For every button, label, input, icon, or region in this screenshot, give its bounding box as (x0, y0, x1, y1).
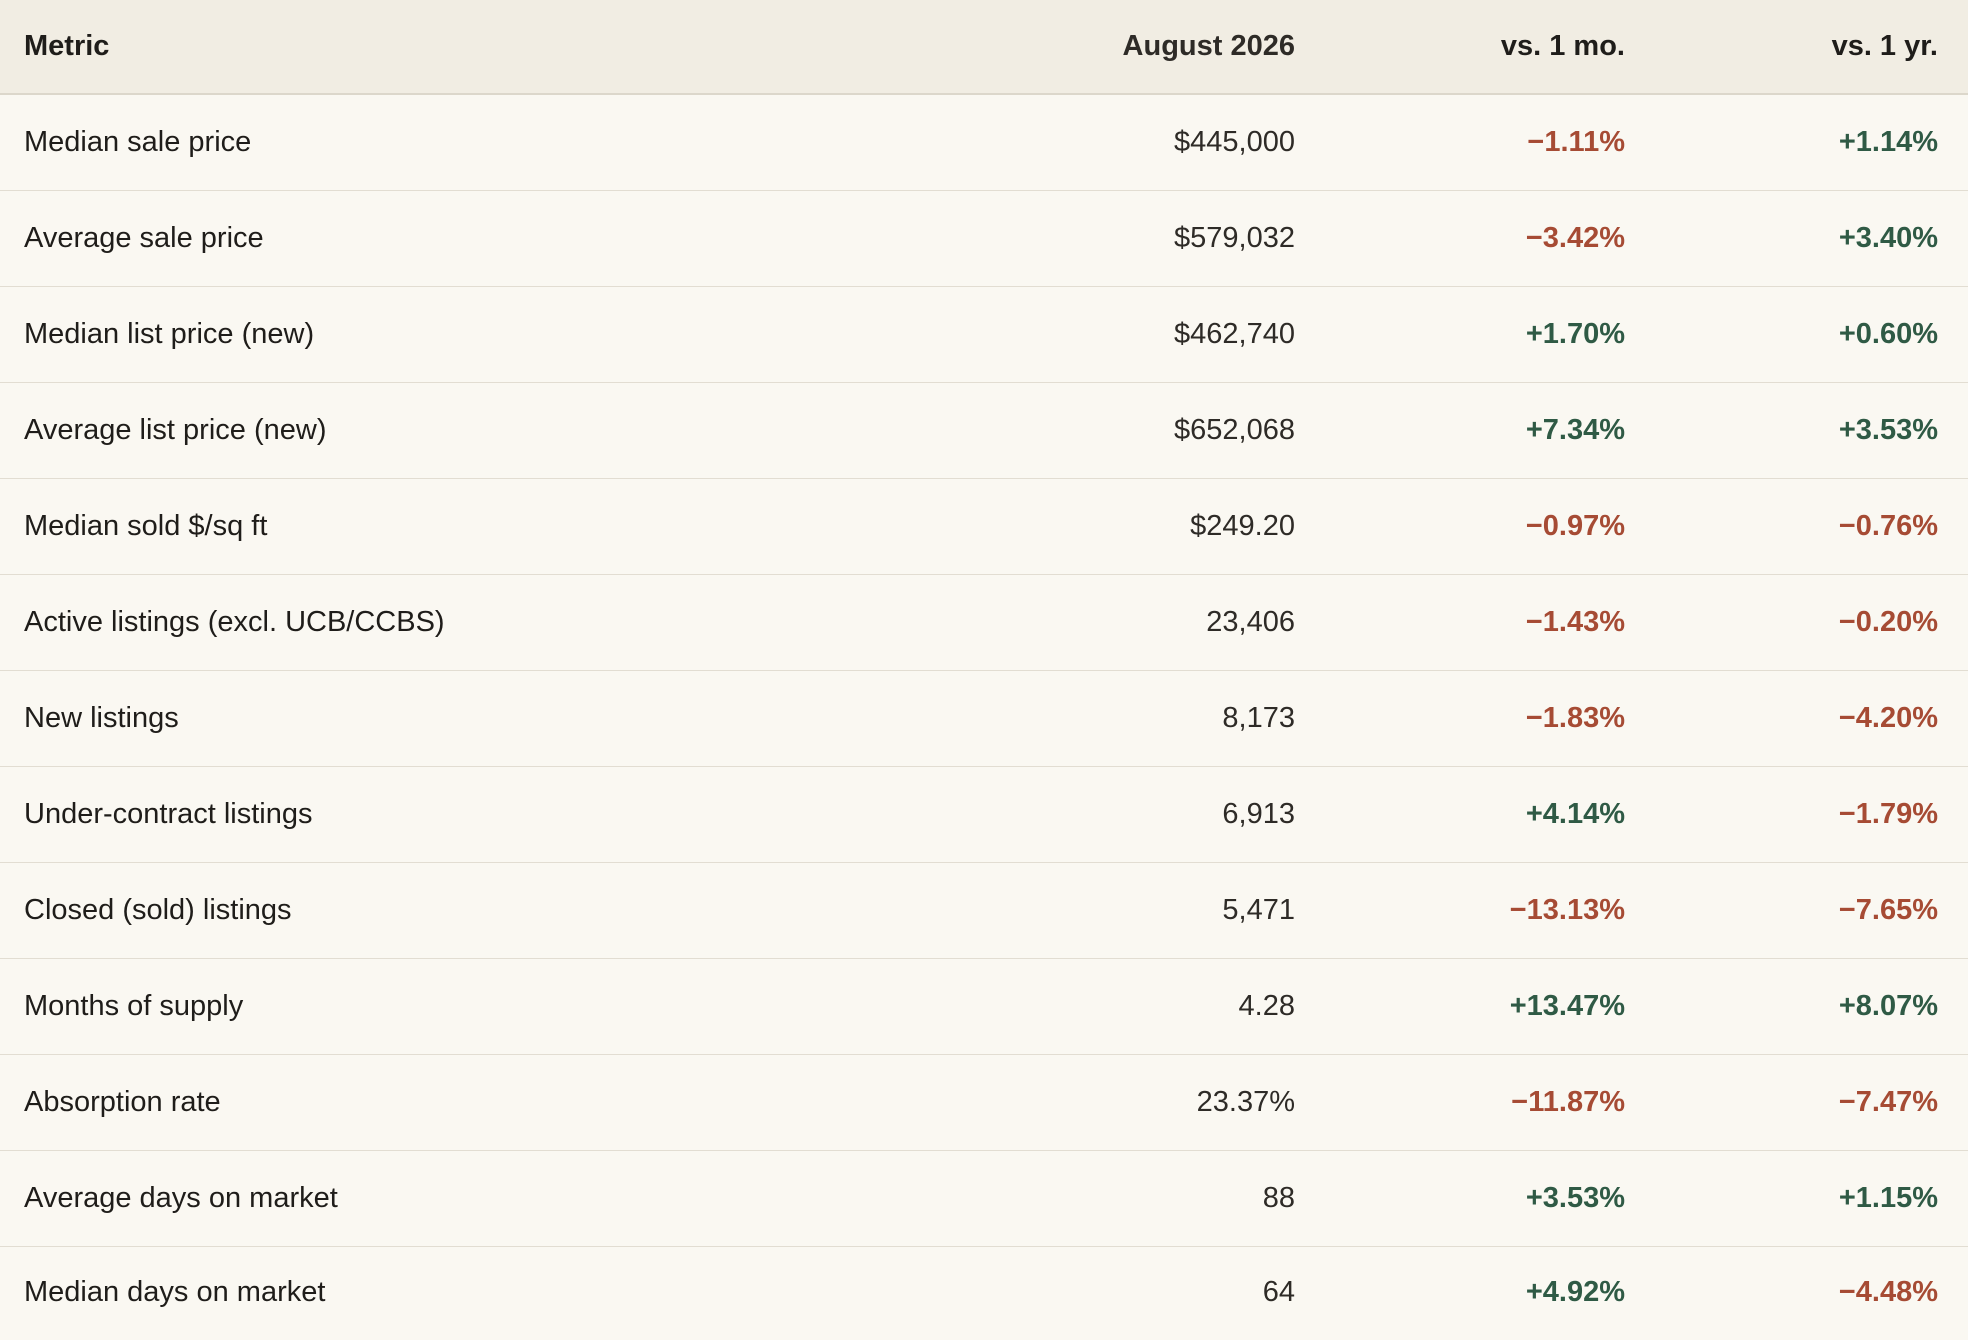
vs-year-cell: +8.07% (1838, 989, 1938, 1022)
metric-cell: Average list price (new) (24, 413, 327, 446)
vs-month-cell: +1.70% (1525, 317, 1625, 350)
vs-month-cell: −1.83% (1525, 701, 1625, 734)
value-cell: $462,740 (1174, 317, 1295, 350)
vs-month-cell: −0.97% (1525, 509, 1625, 542)
metric-cell: Median list price (new) (24, 317, 315, 350)
vs-year-cell: +0.60% (1838, 317, 1938, 350)
table-row: New listings 8,173 −1.83% −4.20% (0, 670, 1968, 766)
value-cell: 6,913 (1222, 797, 1295, 830)
vs-month-cell: −3.42% (1525, 221, 1625, 254)
vs-month-cell: +3.53% (1525, 1181, 1625, 1214)
table-row: Average days on market 88 +3.53% +1.15% (0, 1150, 1968, 1246)
metric-cell: Absorption rate (24, 1085, 221, 1118)
table-row: Median sold $/sq ft $249.20 −0.97% −0.76% (0, 478, 1968, 574)
table-row: Average list price (new) $652,068 +7.34% +3… (0, 382, 1968, 478)
vs-year-cell: +3.40% (1838, 221, 1938, 254)
table-row: Active listings (excl. UCB/CCBS) 23,406 −1… (0, 574, 1968, 670)
vs-year-cell: −7.65% (1838, 893, 1938, 926)
vs-month-cell: −1.11% (1527, 125, 1625, 158)
value-cell: 88 (1262, 1181, 1295, 1214)
vs-month-cell: +4.92% (1525, 1275, 1625, 1308)
value-cell: $445,000 (1174, 125, 1295, 158)
value-cell: 23,406 (1206, 605, 1295, 638)
vs-year-cell: −4.20% (1838, 701, 1938, 734)
table-row: Median days on market 64 +4.92% −4.48% (0, 1246, 1968, 1338)
value-cell: 8,173 (1222, 701, 1295, 734)
header-vs-1-year: vs. 1 yr. (1625, 0, 1968, 95)
metric-cell: Average days on market (24, 1181, 338, 1214)
header-vs-1-month: vs. 1 mo. (1295, 0, 1625, 95)
metric-cell: Median sold $/sq ft (24, 509, 268, 542)
metric-cell: Average sale price (24, 221, 264, 254)
value-cell: 64 (1262, 1275, 1295, 1308)
metric-cell: Closed (sold) listings (24, 893, 292, 926)
vs-year-cell: −1.79% (1838, 797, 1938, 830)
metric-cell: Median sale price (24, 125, 252, 158)
value-cell: $652,068 (1174, 413, 1295, 446)
table-row: Average sale price $579,032 −3.42% +3.40% (0, 190, 1968, 286)
vs-year-cell: −4.48% (1838, 1275, 1938, 1308)
table-row: Absorption rate 23.37% −11.87% −7.47% (0, 1054, 1968, 1150)
header-metric: Metric (0, 0, 1000, 95)
value-cell: 23.37% (1196, 1085, 1295, 1118)
table-row: Closed (sold) listings 5,471 −13.13% −7.65% (0, 862, 1968, 958)
metric-cell: Under-contract listings (24, 797, 313, 830)
vs-year-cell: +1.14% (1838, 125, 1938, 158)
vs-month-cell: −13.13% (1509, 893, 1625, 926)
table-row: Median list price (new) $462,740 +1.70% +0.… (0, 286, 1968, 382)
metric-cell: Months of supply (24, 989, 244, 1022)
table-header: Metric August 2026 vs. 1 mo. vs. 1 yr. (0, 0, 1968, 95)
vs-month-cell: +13.47% (1509, 989, 1625, 1022)
header-august-2026: August 2026 (1000, 0, 1295, 95)
table-row: Months of supply 4.28 +13.47% +8.07% (0, 958, 1968, 1054)
vs-year-cell: +1.15% (1838, 1181, 1938, 1214)
value-cell: 4.28 (1238, 989, 1295, 1022)
metric-cell: Active listings (excl. UCB/CCBS) (24, 605, 445, 638)
value-cell: $249.20 (1190, 509, 1295, 542)
table-row: Median sale price $445,000 −1.11% +1.14% (0, 94, 1968, 190)
header-row: Metric August 2026 vs. 1 mo. vs. 1 yr. (0, 0, 1968, 95)
vs-month-cell: −11.87% (1511, 1085, 1625, 1118)
table-row: Under-contract listings 6,913 +4.14% −1.79% (0, 766, 1968, 862)
value-cell: $579,032 (1174, 221, 1295, 254)
vs-month-cell: +7.34% (1525, 413, 1625, 446)
vs-month-cell: −1.43% (1525, 605, 1625, 638)
vs-year-cell: −7.47% (1838, 1085, 1938, 1118)
vs-year-cell: −0.76% (1838, 509, 1938, 542)
vs-year-cell: −0.20% (1838, 605, 1938, 638)
metric-cell: New listings (24, 701, 179, 734)
value-cell: 5,471 (1222, 893, 1295, 926)
table-body: Median sale price $445,000 −1.11% +1.14% Ave… (0, 94, 1968, 1338)
vs-month-cell: +4.14% (1525, 797, 1625, 830)
vs-year-cell: +3.53% (1838, 413, 1938, 446)
metric-cell: Median days on market (24, 1275, 326, 1308)
